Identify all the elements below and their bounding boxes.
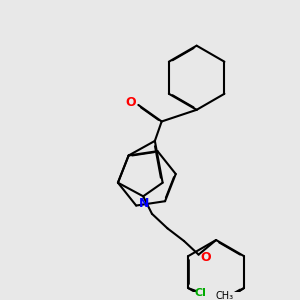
Text: CH₃: CH₃ — [215, 291, 233, 300]
Text: Cl: Cl — [194, 288, 206, 298]
Text: O: O — [200, 251, 211, 264]
Text: O: O — [125, 95, 136, 109]
Text: N: N — [139, 196, 149, 210]
